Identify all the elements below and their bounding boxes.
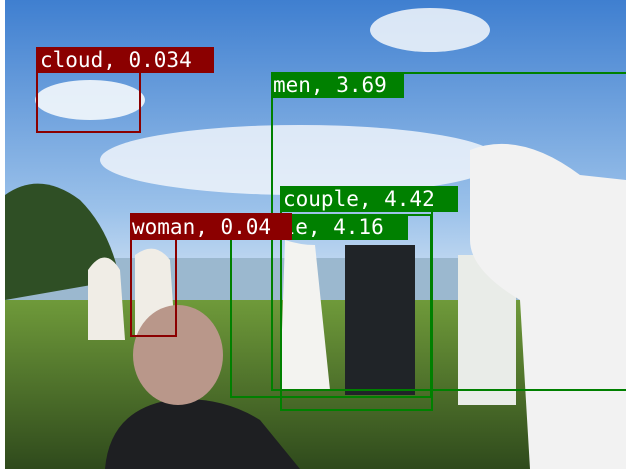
detection-label: men, 3.69 xyxy=(273,73,387,97)
detection-label: couple, 4.42 xyxy=(283,187,435,211)
detection-label: woman, 0.04 xyxy=(132,215,271,239)
photo-with-detections: cloud, 0.034 men, 3.69 couple, 4.42 peop… xyxy=(0,0,626,469)
detection-label: cloud, 0.034 xyxy=(40,48,192,72)
